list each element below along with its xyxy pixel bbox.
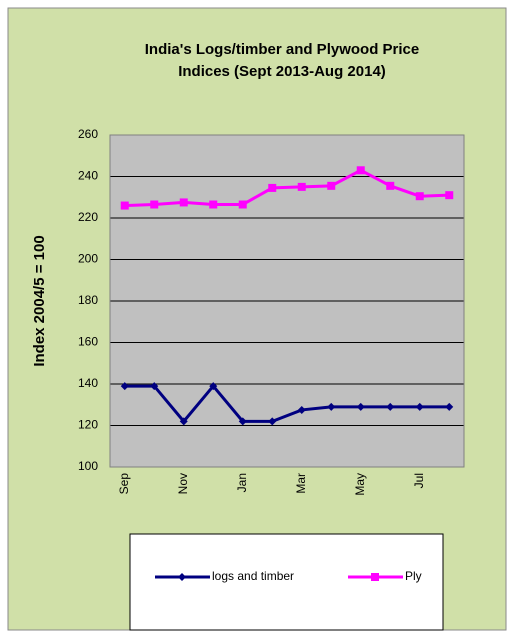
data-point [209,382,218,391]
data-point [297,405,306,414]
data-point [268,417,277,426]
legend [129,533,444,631]
chart-title: India's Logs/timber and Plywood Price [145,41,419,58]
y-tick-label: 220 [78,210,98,224]
data-point [356,166,365,175]
data-point [445,402,454,411]
data-point [415,402,424,411]
data-point [238,200,247,209]
y-tick-label: 140 [78,376,98,390]
legend-label: Ply [405,569,422,583]
data-point [120,382,129,391]
data-point [238,417,247,426]
y-tick-label: 240 [78,169,98,183]
data-point [297,182,306,191]
x-tick-label: Mar [294,473,308,494]
data-point [120,201,129,210]
data-point [386,402,395,411]
y-tick-label: 180 [78,293,98,307]
legend-marker [178,573,186,581]
data-point [415,192,424,201]
y-axis-label: Index 2004/5 = 100 [31,235,48,366]
data-point [327,402,336,411]
legend-marker [371,573,379,581]
legend-label: logs and timber [212,569,294,583]
data-point [356,402,365,411]
y-tick-label: 120 [78,418,98,432]
chart-title: Indices (Sept 2013-Aug 2014) [178,63,386,80]
x-tick-label: Jul [412,473,426,488]
data-point [179,417,188,426]
data-point [150,382,159,391]
series-line [124,168,450,208]
y-tick-label: 160 [78,335,98,349]
x-tick-label: Nov [176,473,190,494]
x-tick-label: Jan [235,473,249,492]
data-point [209,200,218,209]
data-point [179,198,188,207]
data-point [327,181,336,190]
data-point [386,181,395,190]
y-tick-label: 200 [78,252,98,266]
plot-border [109,134,465,468]
y-tick-label: 260 [78,127,98,141]
x-tick-label: May [353,473,367,496]
series-line [124,383,450,424]
data-point [150,200,159,209]
x-tick-label: Sep [117,473,131,495]
data-point [268,183,277,192]
y-tick-label: 100 [78,459,98,473]
data-point [445,191,454,200]
